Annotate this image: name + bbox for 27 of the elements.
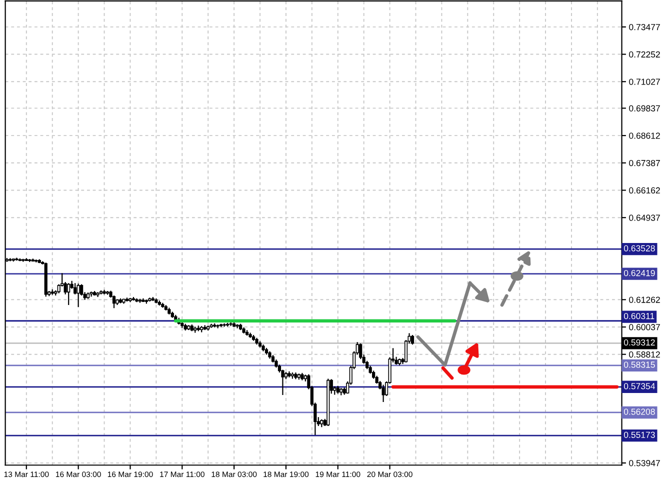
ref-line-label: 0.60311 [624, 312, 654, 320]
y-tick-label: 0.66162 [629, 187, 660, 194]
ref-line-label: 0.55173 [624, 432, 655, 438]
ref-line-label: 0.59312 [624, 339, 655, 346]
ref-line-label: 0.57354 [624, 383, 655, 390]
ref-line-label: 0.63528 [624, 245, 655, 252]
y-tick-label: 0.64937 [629, 214, 660, 221]
y-tick-label: 0.68612 [629, 132, 660, 139]
y-tick-label: 0.71027 [629, 78, 660, 85]
ref-line-label: 0.62419 [624, 270, 655, 276]
candlestick [410, 334, 414, 346]
candlestick [359, 342, 362, 360]
y-tick-label: 0.58812 [629, 351, 660, 358]
ref-line-label: 0.56208 [624, 408, 655, 415]
candlestick [76, 283, 80, 308]
candlestick [112, 294, 116, 309]
y-tick-label: 0.73477 [629, 24, 660, 30]
y-tick-label: 0.53947 [629, 460, 660, 466]
y-tick-label: 0.67387 [629, 160, 660, 166]
ref-line-label: 0.58315 [624, 362, 655, 368]
y-tick-label: 0.69837 [629, 105, 660, 112]
y-tick-label: 0.60037 [629, 324, 660, 330]
candlestick [67, 282, 70, 306]
y-tick-label: 0.61262 [629, 296, 660, 303]
y-tick-label: 0.72252 [629, 51, 660, 58]
candlestick [74, 282, 77, 295]
candlestick [382, 384, 385, 402]
